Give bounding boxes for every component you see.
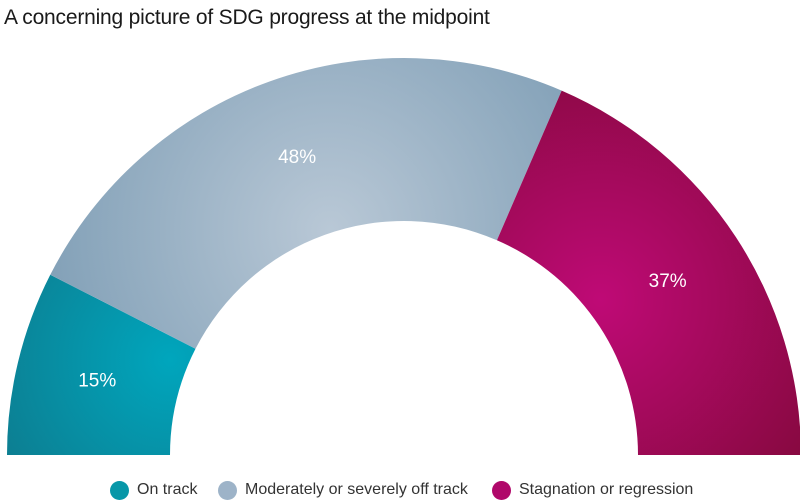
legend-label-off-track: Moderately or severely off track	[245, 481, 468, 498]
chart-title: A concerning picture of SDG progress at …	[4, 6, 490, 29]
legend-swatch-on-track	[110, 480, 129, 500]
legend-label-stagnation: Stagnation or regression	[519, 481, 694, 498]
slice-off-track-label: 48%	[278, 147, 316, 168]
legend-swatch-off-track	[218, 480, 237, 500]
slice-off-track	[50, 57, 562, 349]
slice-stagnation	[496, 90, 800, 455]
legend-item-stagnation: Stagnation or regression	[492, 477, 693, 503]
slice-on-track-label: 15%	[78, 370, 116, 391]
semicircle-donut-chart: 15% 48% 37%	[7, 57, 800, 455]
chart-legend: On track Moderately or severely off trac…	[0, 477, 800, 503]
slice-stagnation-label: 37%	[649, 271, 687, 292]
slice-on-track	[7, 274, 196, 455]
legend-item-off-track: Moderately or severely off track	[218, 477, 468, 503]
legend-item-on-track: On track	[110, 477, 197, 503]
legend-swatch-stagnation	[492, 480, 511, 500]
legend-label-on-track: On track	[137, 481, 198, 498]
